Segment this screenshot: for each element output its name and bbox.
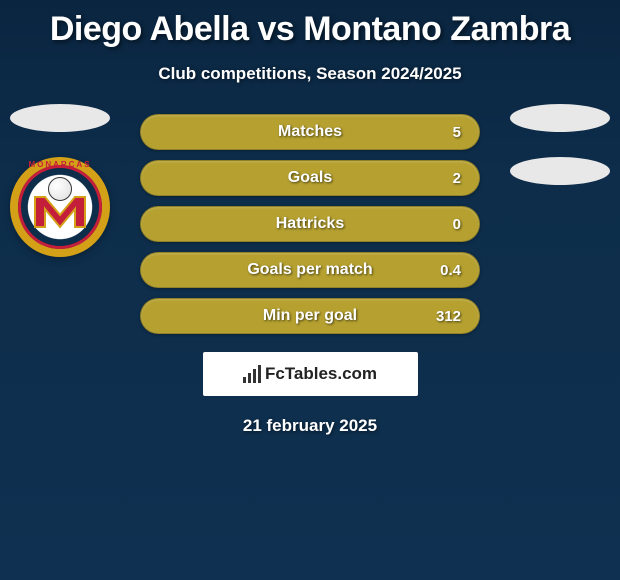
left-player-badges: MONARCAS <box>10 104 110 257</box>
watermark-box: FcTables.com <box>203 352 418 396</box>
page-title: Diego Abella vs Montano Zambra <box>0 0 620 49</box>
stat-label: Goals <box>141 169 479 187</box>
right-player-badges <box>510 104 610 210</box>
date-text: 21 february 2025 <box>0 416 620 436</box>
subtitle: Club competitions, Season 2024/2025 <box>0 64 620 84</box>
watermark-text: FcTables.com <box>265 364 377 384</box>
stat-value: 0.4 <box>440 262 461 279</box>
stat-value: 0 <box>453 216 461 233</box>
stat-bar-matches: Matches 5 <box>140 114 480 150</box>
stat-bar-goals: Goals 2 <box>140 160 480 196</box>
logo-letter-m <box>30 187 90 232</box>
stat-bars-container: Matches 5 Goals 2 Hattricks 0 Goals per … <box>140 114 480 334</box>
stat-label: Goals per match <box>141 261 479 279</box>
content-area: MONARCAS Matches 5 Goals 2 Hattricks 0 G… <box>0 114 620 436</box>
player-badge-placeholder <box>510 104 610 132</box>
stat-label: Hattricks <box>141 215 479 233</box>
player-badge-placeholder <box>10 104 110 132</box>
stat-bar-hattricks: Hattricks 0 <box>140 206 480 242</box>
stat-bar-min-per-goal: Min per goal 312 <box>140 298 480 334</box>
stat-value: 5 <box>453 124 461 141</box>
stat-bar-goals-per-match: Goals per match 0.4 <box>140 252 480 288</box>
stat-value: 312 <box>436 308 461 325</box>
club-badge-placeholder <box>510 157 610 185</box>
stat-value: 2 <box>453 170 461 187</box>
bars-icon <box>243 365 261 383</box>
club-logo-monarcas: MONARCAS <box>10 157 110 257</box>
stat-label: Min per goal <box>141 307 479 325</box>
logo-text: MONARCAS <box>10 160 110 169</box>
fctables-logo: FcTables.com <box>243 364 377 384</box>
stat-label: Matches <box>141 123 479 141</box>
